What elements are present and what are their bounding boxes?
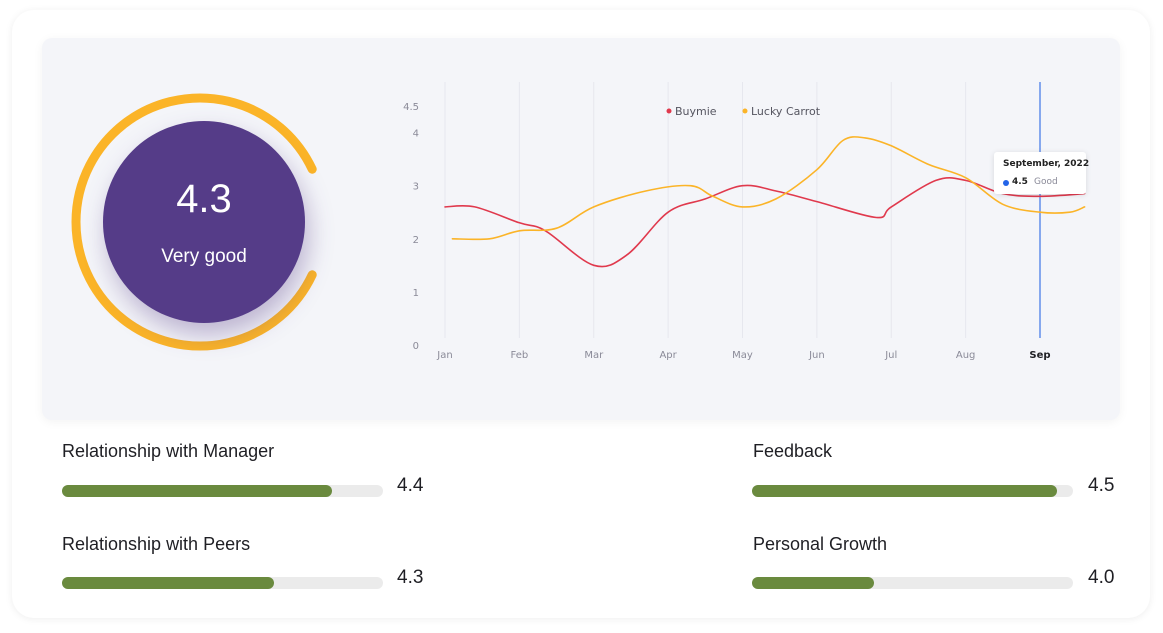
metric-bar-relationship-with-manager (62, 485, 383, 497)
chart-tooltip: September, 2022 4.5 Good (994, 152, 1090, 194)
x-tick-label-sep: Sep (1029, 350, 1050, 361)
x-tick-label-jun: Jun (808, 350, 825, 361)
score-gauge-arc (71, 93, 317, 351)
tooltip-dot (1003, 180, 1009, 186)
x-tick-label-feb: Feb (511, 350, 529, 361)
legend-marker-lucky-carrot (742, 108, 748, 114)
legend-label-buymie: Buymie (675, 105, 717, 118)
tooltip-value: 4.5 (1012, 177, 1028, 187)
legend-marker-buymie (666, 108, 672, 114)
metric-bar-feedback (752, 485, 1073, 497)
metric-bar-personal-growth (752, 577, 1073, 589)
x-tick-label-jan: Jan (436, 350, 452, 361)
y-tick-label: 4 (413, 129, 419, 140)
y-tick-label: 3 (413, 182, 419, 193)
y-tick-label: 1 (413, 288, 419, 299)
metric-bar-fill (62, 577, 274, 589)
legend-label-lucky-carrot: Lucky Carrot (751, 105, 821, 118)
score-disc: 4.3 Very good (103, 121, 305, 323)
x-tick-label-aug: Aug (956, 350, 976, 361)
score-gauge-ring (71, 93, 317, 351)
metric-value-relationship-with-peers: 4.3 (397, 567, 424, 588)
overall-score-value: 4.3 (176, 177, 232, 221)
metric-bar-fill (752, 577, 874, 589)
y-tick-label: 2 (413, 235, 419, 246)
metric-label-personal-growth: Personal Growth (753, 534, 888, 554)
y-tick-label: 0 (413, 341, 419, 352)
metric-bar-fill (752, 485, 1057, 497)
y-tick-label: 4.5 (403, 102, 419, 113)
metric-value-personal-growth: 4.0 (1088, 567, 1115, 588)
x-tick-label-mar: Mar (584, 350, 604, 361)
metric-label-relationship-with-peers: Relationship with Peers (62, 534, 251, 554)
tooltip-status: Good (1034, 177, 1058, 187)
metric-value-relationship-with-manager: 4.4 (397, 475, 424, 496)
metric-label-relationship-with-manager: Relationship with Manager (62, 441, 275, 461)
x-tick-label-apr: Apr (659, 350, 677, 361)
metric-value-feedback: 4.5 (1088, 475, 1115, 496)
metric-bar-relationship-with-peers (62, 577, 383, 589)
tooltip-title: September, 2022 (1003, 159, 1090, 169)
x-tick-label-jul: Jul (884, 350, 897, 361)
overall-score-label: Very good (161, 246, 247, 267)
x-tick-label-may: May (732, 350, 753, 361)
metric-bar-fill (62, 485, 332, 497)
series-line-lucky-carrot (451, 136, 1086, 241)
metric-label-feedback: Feedback (753, 441, 833, 461)
series-line-buymie (444, 177, 1086, 268)
